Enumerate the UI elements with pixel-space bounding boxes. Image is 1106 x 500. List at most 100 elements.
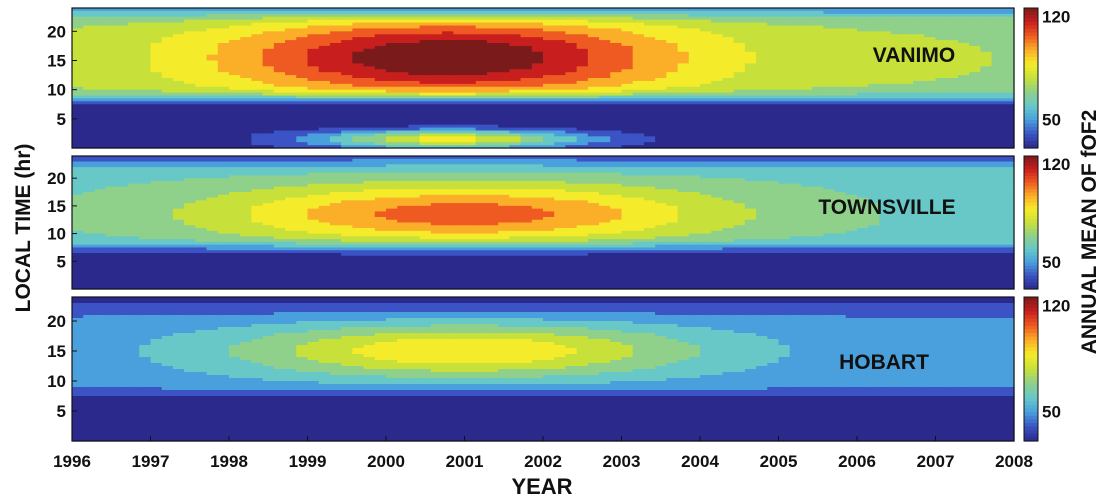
contour-cell: [363, 13, 376, 18]
colorbar-step: [1024, 109, 1038, 114]
contour-cell: [83, 22, 96, 27]
contour-cell: [195, 264, 208, 268]
contour-cell: [352, 107, 365, 111]
contour-cell: [733, 51, 746, 56]
contour-cell: [800, 110, 813, 114]
contour-cell: [116, 40, 129, 44]
contour-cell: [94, 264, 107, 268]
contour-cell: [576, 80, 589, 85]
contour-cell: [744, 136, 757, 140]
contour-cell: [150, 192, 163, 196]
contour-cell: [363, 57, 376, 62]
contour-cell: [834, 63, 847, 67]
contour-cell: [408, 19, 421, 24]
contour-cell: [128, 31, 140, 35]
contour-cell: [161, 92, 174, 97]
contour-cell: [857, 40, 869, 44]
contour-cell: [139, 121, 152, 126]
contour-cell: [845, 34, 858, 38]
contour-cell: [520, 89, 533, 94]
contour-cell: [509, 83, 522, 88]
contour-cell: [184, 222, 196, 226]
contour-cell: [172, 219, 185, 224]
contour-cell: [273, 261, 286, 265]
contour-cell: [116, 43, 129, 47]
contour-cell: [800, 69, 813, 73]
contour-cell: [800, 83, 813, 88]
contour-cell: [419, 69, 432, 73]
contour-cell: [677, 89, 690, 94]
contour-cell: [722, 107, 735, 111]
contour-cell: [957, 145, 970, 149]
contour-cell: [946, 34, 959, 38]
contour-cell: [621, 92, 634, 97]
contour-cell: [229, 208, 241, 213]
contour-cell: [599, 48, 611, 53]
contour-cell: [812, 34, 824, 38]
contour-cell: [744, 107, 757, 111]
contour-cell: [543, 78, 555, 82]
contour-cell: [273, 186, 286, 190]
contour-cell: [688, 110, 701, 114]
contour-cell: [172, 115, 185, 120]
contour-cell: [386, 110, 398, 114]
contour-cell: [520, 48, 533, 53]
contour-cell: [744, 95, 757, 100]
contour-cell: [442, 80, 454, 85]
contour-cell: [845, 72, 858, 76]
contour-cell: [341, 92, 353, 97]
contour-cell: [543, 43, 555, 47]
contour-cell: [94, 69, 107, 73]
contour-cell: [655, 22, 667, 27]
contour-cell: [823, 107, 836, 111]
contour-cell: [262, 113, 275, 117]
contour-cell: [991, 19, 1004, 24]
contour-cell: [789, 37, 802, 41]
contour-cell: [610, 57, 623, 62]
contour-cell: [946, 124, 959, 129]
contour-cell: [150, 164, 163, 168]
contour-cell: [722, 63, 735, 67]
contour-cell: [352, 133, 365, 137]
contour-cell: [531, 34, 544, 38]
contour-cell: [251, 247, 264, 251]
contour-cell: [543, 98, 555, 102]
contour-cell: [341, 10, 353, 15]
contour-cell: [643, 113, 656, 117]
contour-cell: [352, 66, 365, 70]
contour-cell: [240, 164, 253, 168]
contour-cell: [554, 10, 567, 15]
contour-cell: [587, 101, 600, 105]
contour-cell: [184, 60, 196, 65]
contour-cell: [812, 136, 824, 140]
contour-cell: [924, 133, 937, 137]
contour-cell: [531, 107, 544, 111]
contour-cell: [307, 19, 320, 24]
contour-cell: [643, 40, 656, 44]
panel-frame: [71, 7, 1015, 149]
contour-cell: [240, 75, 253, 79]
contour-cell: [767, 40, 780, 44]
contour-cell: [128, 142, 140, 146]
contour-cell: [329, 66, 342, 70]
contour-cell: [150, 236, 163, 240]
contour-cell: [935, 19, 948, 24]
contour-cell: [184, 104, 196, 108]
contour-cell: [901, 107, 914, 111]
contour-cell: [823, 78, 836, 82]
contour-cell: [105, 203, 118, 207]
contour-cell: [83, 92, 96, 97]
contour-cell: [251, 107, 264, 111]
contour-cell: [273, 172, 286, 176]
contour-cell: [700, 115, 712, 120]
contour-cell: [935, 133, 948, 137]
contour-cell: [621, 115, 634, 120]
contour-cell: [700, 75, 712, 79]
contour-cell: [834, 92, 847, 97]
contour-cell: [105, 241, 118, 246]
contour-cell: [374, 118, 387, 123]
contour-cell: [980, 121, 993, 126]
contour-cell: [700, 142, 712, 146]
contour-cell: [957, 72, 970, 76]
contour-cell: [666, 107, 679, 111]
